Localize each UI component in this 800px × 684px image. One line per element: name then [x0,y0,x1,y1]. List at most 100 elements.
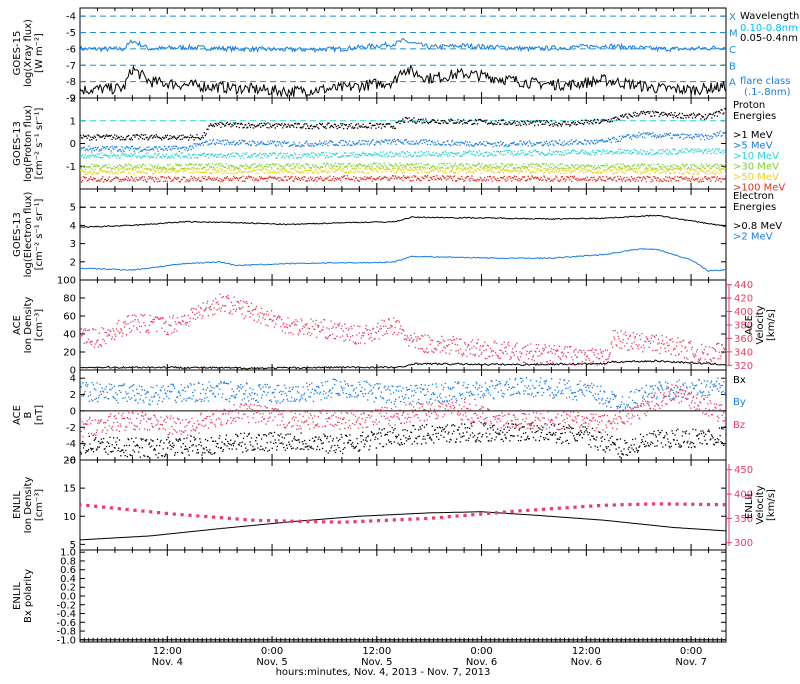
data-point [217,301,218,302]
data-point [521,152,522,153]
data-point [178,137,179,138]
data-point [271,143,272,144]
data-point [547,168,548,169]
data-point [381,168,382,169]
data-point [580,123,581,124]
data-point [229,180,230,181]
data-point [597,171,598,172]
data-point [131,176,132,177]
data-point [309,154,310,155]
data-point [91,344,92,345]
data-point [277,141,278,142]
data-point [351,145,352,146]
data-point [696,170,697,171]
data-point [658,164,659,165]
data-point [655,178,656,179]
data-point [198,177,199,178]
data-point [363,173,364,174]
data-point [462,123,463,124]
data-point [707,173,708,174]
data-point [233,122,234,123]
data-point [239,167,240,168]
data-point [300,331,301,332]
series-group [80,39,726,97]
data-point [205,167,206,168]
data-point [149,137,150,138]
data-point [474,165,475,166]
data-point [688,135,689,136]
data-point [307,173,308,174]
data-point [361,144,362,145]
data-point [160,317,161,318]
data-point [170,157,171,158]
data-point [205,309,206,310]
data-point [264,313,265,314]
data-point [214,126,215,127]
data-point [559,140,560,141]
data-point [227,140,228,141]
data-point [173,332,174,333]
data-point [328,123,329,124]
data-point [233,309,234,310]
data-point [175,154,176,155]
data-point [704,139,705,140]
data-point [338,125,339,126]
data-point [380,123,381,124]
data-point [663,178,664,179]
data-point [650,149,651,150]
data-point [499,180,500,181]
data-point [122,333,123,334]
data-point [219,294,220,295]
data-point [115,334,116,335]
data-point [338,179,339,180]
data-point [594,179,595,180]
data-point [163,181,164,182]
data-point [243,158,244,159]
data-point [134,181,135,182]
data-point [227,176,228,177]
data-point [555,170,556,171]
data-point [208,163,209,164]
data-point [575,122,576,123]
data-point [307,333,308,334]
data-point [567,168,568,169]
data-point [542,145,543,146]
data-point [485,180,486,181]
data-point [101,153,102,154]
data-point [457,145,458,146]
data-point [107,329,108,330]
data-point [250,313,251,314]
data-point [397,178,398,179]
data-point [81,167,82,168]
data-point [154,167,155,168]
data-point [666,169,667,170]
data-point [481,173,482,174]
data-point [564,168,565,169]
data-point [121,181,122,182]
data-point [209,308,210,309]
data-point [186,156,187,157]
data-point [197,168,198,169]
data-point [174,328,175,329]
data-point [708,135,709,136]
data-point [511,181,512,182]
data-point [333,127,334,128]
data-point [531,173,532,174]
data-point [503,168,504,169]
data-point [232,178,233,179]
data-point [299,142,300,143]
data-point [692,164,693,165]
data-point [136,327,137,328]
data-point [488,180,489,181]
data-point [712,136,713,137]
data-point [134,178,135,179]
data-point [95,329,96,330]
data-point [641,180,642,181]
data-point [311,179,312,180]
data-point [554,154,555,155]
data-point [588,140,589,141]
data-point [288,332,289,333]
data-point [350,172,351,173]
data-point [411,143,412,144]
data-point [272,172,273,173]
